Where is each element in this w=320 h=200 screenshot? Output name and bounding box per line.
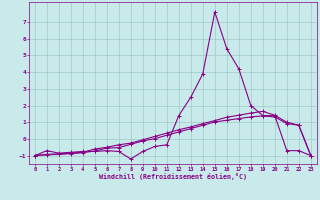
X-axis label: Windchill (Refroidissement éolien,°C): Windchill (Refroidissement éolien,°C) [99, 173, 247, 180]
